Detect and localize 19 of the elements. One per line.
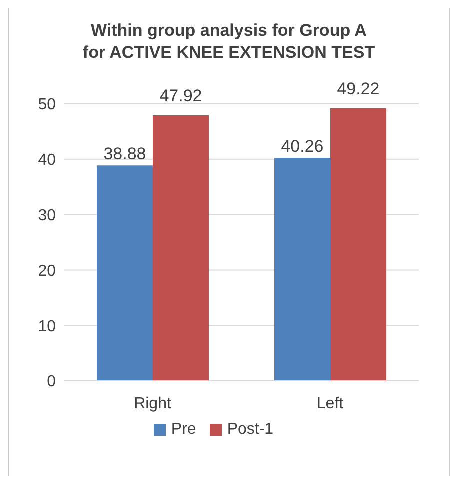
y-tick-label: 0 [47,374,56,391]
data-label: 38.88 [104,144,146,164]
y-tick-label: 50 [38,96,56,114]
x-tick-label: Right [134,395,172,412]
data-label: 40.26 [281,136,324,156]
y-tick-label: 30 [38,207,56,224]
bar [274,158,330,381]
x-tick-label: Left [316,395,344,412]
data-label: 47.92 [160,86,202,106]
legend-label: Post-1 [226,421,274,439]
bar [330,108,386,381]
bar [153,116,209,381]
legend-label: Pre [170,421,196,439]
data-label: 49.22 [337,79,380,98]
y-tick-label: 40 [38,152,56,170]
y-tick-label: 10 [38,318,56,336]
y-tick-label: 20 [38,262,56,280]
chart-title: Within group analysis for Group A for ACTIVE KNEE EXTENSION TEST [82,20,376,64]
bar [97,166,153,381]
